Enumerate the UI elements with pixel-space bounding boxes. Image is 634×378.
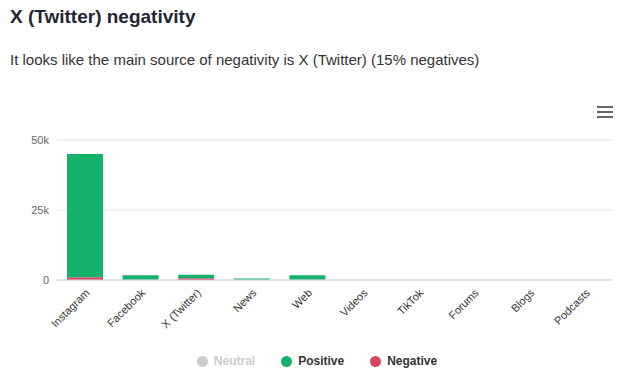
svg-text:Blogs: Blogs bbox=[509, 286, 537, 314]
svg-text:Instagram: Instagram bbox=[49, 286, 92, 329]
svg-text:0: 0 bbox=[43, 274, 49, 286]
svg-text:Web: Web bbox=[290, 286, 314, 310]
html-text:Negative: Negative bbox=[387, 354, 438, 368]
html-text:Neutral: Neutral bbox=[213, 354, 256, 368]
svg-text:Videos: Videos bbox=[338, 286, 370, 318]
svg-text:Facebook: Facebook bbox=[105, 286, 148, 329]
svg-text:25k: 25k bbox=[31, 204, 49, 216]
html-text:Positive: Positive bbox=[298, 354, 345, 368]
svg-text:Podcasts: Podcasts bbox=[552, 286, 593, 327]
svg-text:50k: 50k bbox=[31, 134, 49, 146]
svg-text:News: News bbox=[231, 286, 259, 314]
html-text:X (Twitter) negativity: X (Twitter) negativity bbox=[10, 6, 196, 27]
html-text:It looks like the main source: It looks like the main source of negativ… bbox=[10, 51, 480, 68]
svg-text:Forums: Forums bbox=[446, 286, 481, 321]
svg-text:X (Twitter): X (Twitter) bbox=[159, 286, 203, 330]
svg-text:TikTok: TikTok bbox=[395, 286, 426, 317]
